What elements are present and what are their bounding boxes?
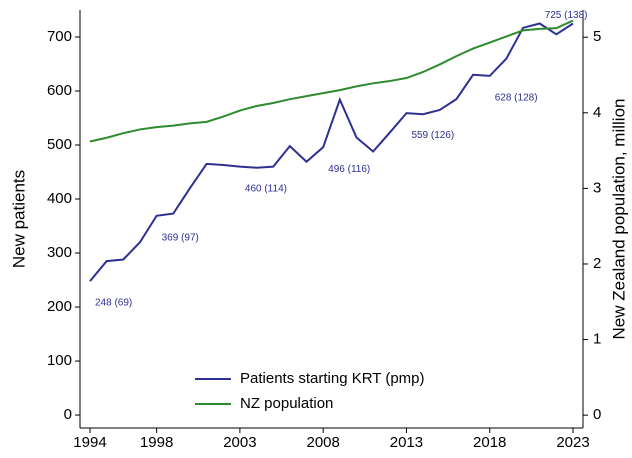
series-line: [89, 22, 574, 282]
x-tick-label: 2003: [223, 434, 256, 451]
y-tick-label: 100: [47, 352, 72, 369]
series-line: [89, 19, 574, 143]
legend-label: NZ population: [240, 395, 333, 412]
value-label: 460 (114): [245, 183, 287, 194]
y-tick-label: 300: [47, 244, 72, 261]
value-label: 369 (97): [162, 232, 199, 243]
value-label: 559 (126): [411, 130, 454, 141]
value-label: 628 (128): [495, 93, 538, 104]
value-label: 496 (116): [328, 164, 370, 175]
x-tick-label: 2023: [556, 434, 589, 451]
y2-tick-label: 1: [593, 331, 601, 348]
y-tick-label: 600: [47, 82, 72, 99]
y2-axis-title: New Zealand population, million: [609, 99, 628, 340]
y2-tick-label: 4: [593, 104, 601, 121]
legend-label: Patients starting KRT (pmp): [240, 370, 425, 387]
y-axis-title: New patients: [9, 170, 28, 268]
y2-tick-label: 3: [593, 179, 601, 196]
y-tick-label: 400: [47, 190, 72, 207]
y-tick-label: 700: [47, 28, 72, 45]
y-tick-label: 200: [47, 298, 72, 315]
y2-tick-label: 0: [593, 406, 601, 423]
x-tick-label: 1998: [140, 434, 173, 451]
x-tick-label: 1994: [73, 434, 106, 451]
value-label: 248 (69): [95, 298, 132, 309]
value-label: 725 (138): [545, 10, 588, 21]
x-tick-label: 2008: [306, 434, 339, 451]
x-tick-label: 2013: [390, 434, 423, 451]
y-tick-label: 0: [64, 406, 72, 423]
y2-tick-label: 5: [593, 28, 601, 45]
x-tick-label: 2018: [473, 434, 506, 451]
y-tick-label: 500: [47, 136, 72, 153]
y2-tick-label: 2: [593, 255, 601, 272]
